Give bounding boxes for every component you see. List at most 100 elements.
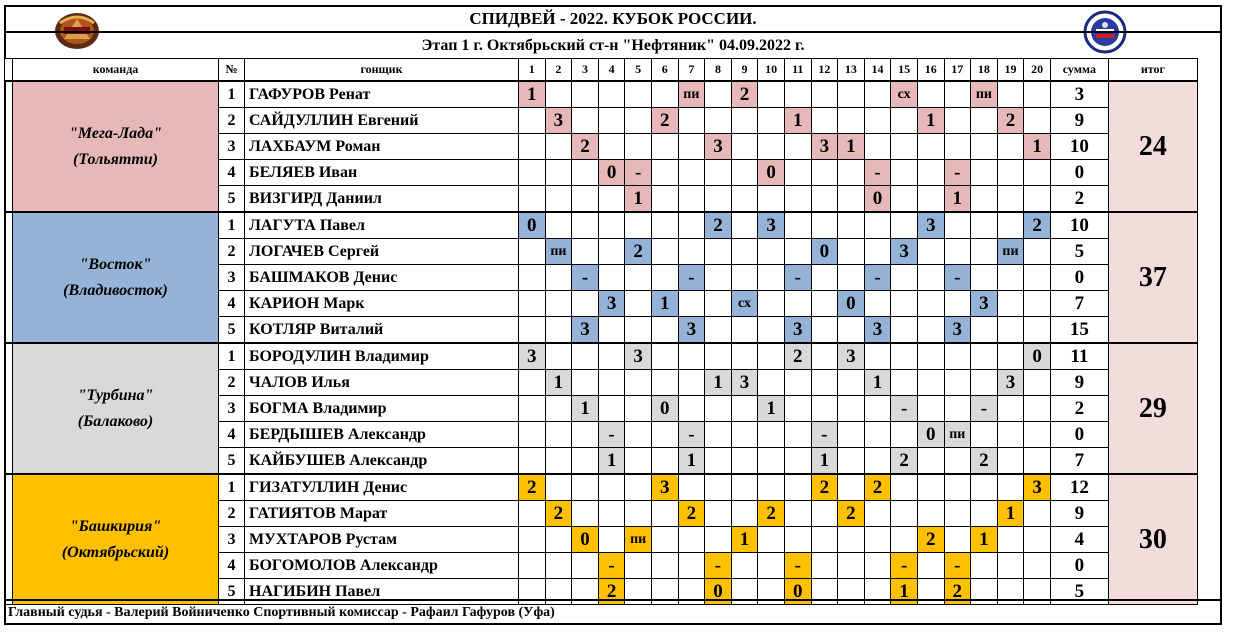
team-total: 30 (1107, 473, 1198, 605)
heat-empty (544, 316, 573, 344)
heat-score: пи (970, 80, 998, 108)
heat-empty (677, 211, 706, 239)
rider-name: БАШМАКОВ Денис (244, 264, 519, 291)
heat-score: 1 (810, 447, 839, 475)
heat-empty (970, 473, 998, 501)
team-spacer (4, 80, 13, 213)
heat-empty (757, 185, 785, 213)
heat-score: 1 (970, 526, 998, 553)
team-city: (Балаково) (77, 412, 154, 430)
heat-empty (1023, 185, 1051, 213)
heat-empty (916, 500, 945, 527)
heat-empty (677, 395, 706, 422)
heat-empty (943, 395, 972, 422)
header-heat: 9 (730, 58, 759, 82)
heat-empty (783, 526, 812, 553)
heat-empty (571, 185, 599, 213)
heat-score: - (863, 264, 892, 291)
heat-score: - (624, 159, 652, 186)
heat-empty (704, 185, 732, 213)
heat-empty (837, 421, 865, 448)
heat-empty (837, 159, 865, 186)
heat-score: 3 (970, 290, 998, 317)
heat-empty (916, 159, 945, 186)
header-heat: 14 (863, 58, 892, 82)
heat-score: 1 (704, 369, 732, 396)
heat-empty (996, 211, 1025, 239)
rider-row: 3 МУХТАРОВ Рустам 0 пи 1 2 1 4 (5, 526, 1198, 553)
heat-empty (996, 133, 1025, 160)
heat-empty (597, 107, 626, 134)
heat-empty (996, 342, 1025, 370)
rider-row: 4 БЕЛЯЕВ Иван 0-0- -0 (5, 159, 1198, 186)
heat-empty (730, 264, 759, 291)
heat-empty (518, 290, 546, 317)
heat-empty (650, 500, 679, 527)
heat-empty (943, 238, 972, 265)
rider-number: 2 (218, 107, 245, 134)
heat-empty (624, 107, 652, 134)
heat-empty (650, 447, 679, 475)
heat-score: - (783, 264, 812, 291)
heat-score: 3 (544, 107, 573, 134)
rider-sum: 12 (1049, 473, 1109, 501)
heat-empty (624, 211, 652, 239)
heat-empty (571, 421, 599, 448)
heat-empty (571, 80, 599, 108)
heat-empty (597, 500, 626, 527)
rider-name: ЛАХБАУМ Роман (244, 133, 519, 160)
heat-empty (730, 447, 759, 475)
heat-empty (704, 500, 732, 527)
heat-score: - (704, 552, 732, 579)
heat-empty (890, 473, 918, 501)
heat-empty (890, 185, 918, 213)
heat-empty (783, 80, 812, 108)
heat-empty (571, 500, 599, 527)
heat-score: 3 (571, 316, 599, 344)
heat-empty (757, 526, 785, 553)
heat-empty (943, 447, 972, 475)
rider-name: БОГМА Владимир (244, 395, 519, 422)
team-name: "Башкирия" (69, 517, 162, 535)
heat-empty (890, 369, 918, 396)
heat-score: 1 (916, 107, 945, 134)
rider-name: КАРИОН Марк (244, 290, 519, 317)
heat-empty (970, 159, 998, 186)
heat-empty (783, 421, 812, 448)
heat-empty (890, 342, 918, 370)
rider-name: БЕРДЫШЕВ Александр (244, 421, 519, 448)
heat-score: - (970, 395, 998, 422)
heat-empty (544, 290, 573, 317)
heat-empty (943, 342, 972, 370)
heat-empty (837, 185, 865, 213)
heat-empty (783, 133, 812, 160)
rider-number: 2 (218, 238, 245, 265)
heat-empty (916, 264, 945, 291)
header-heat: 7 (677, 58, 706, 82)
heat-empty (757, 290, 785, 317)
heat-score: 2 (970, 447, 998, 475)
heat-empty (518, 526, 546, 553)
heat-empty (730, 473, 759, 501)
heat-score: 0 (1023, 342, 1051, 370)
heat-empty (677, 552, 706, 579)
heat-empty (890, 133, 918, 160)
heat-empty (783, 185, 812, 213)
heat-empty (571, 369, 599, 396)
heat-empty (518, 107, 546, 134)
heat-empty (916, 238, 945, 265)
heat-empty (970, 211, 998, 239)
heat-empty (730, 107, 759, 134)
heat-score: 1 (730, 526, 759, 553)
heat-empty (571, 159, 599, 186)
rider-sum: 0 (1049, 264, 1109, 291)
heat-empty (996, 316, 1025, 344)
heat-empty (890, 159, 918, 186)
heat-empty (571, 552, 599, 579)
heat-score: 0 (916, 421, 945, 448)
heat-empty (863, 447, 892, 475)
heat-empty (544, 526, 573, 553)
header-heat: 3 (571, 58, 599, 82)
rider-sum: 10 (1049, 211, 1109, 239)
team-city: (Октябрьский) (61, 543, 170, 561)
